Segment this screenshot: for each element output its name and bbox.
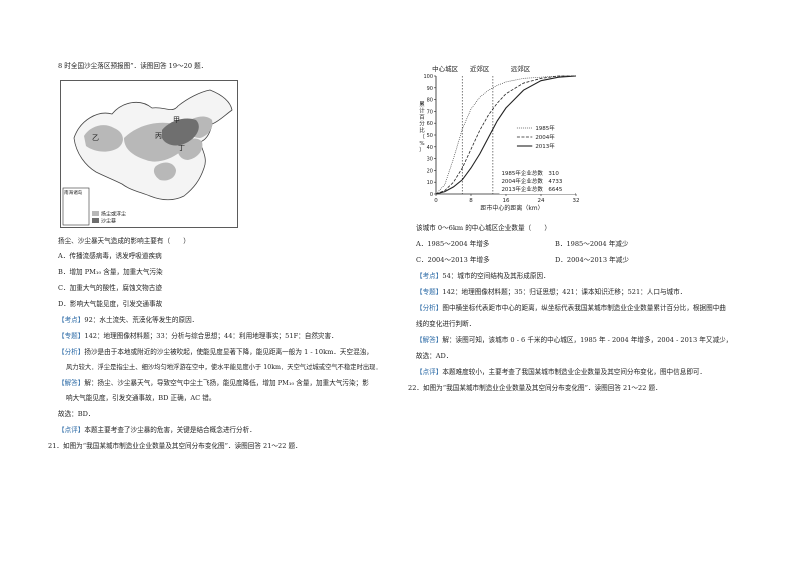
q19-zhuanti: 【专题】142：地理图像材料题；33：分析与综合思想；44：利用地理事实；51F… — [58, 332, 338, 341]
y-axis-label-char: 比 — [419, 126, 425, 134]
right-answer: 故选：AD． — [416, 352, 453, 360]
dianping-text: 本题主要考查了沙尘暴的危害，关键是结合概念进行分析． — [84, 426, 256, 434]
q-right-option-c: C．2004～2013 年增多 — [416, 256, 490, 264]
map-label-ding: 丁 — [178, 144, 185, 152]
zone-label: 中心城区 — [432, 64, 459, 73]
q19-option-d: D．影响大气能见度，引发交通事故 — [58, 300, 163, 308]
zone-label: 近郊区 — [470, 64, 490, 73]
y-tick-label: 60 — [427, 121, 433, 127]
series-line-2004年 — [435, 75, 576, 195]
q19-fenxi: 【分析】扬沙是由于本地或附近的沙尘被吹起，使能见度显著下降，能见距离一般为 1 … — [58, 348, 373, 357]
y-axis-label-char: 百 — [419, 114, 425, 121]
q-stem-right: 该城市 0～6km 的中心城区企业数量（ ） — [416, 224, 551, 232]
y-tick-label: 100 — [423, 74, 433, 80]
right-fenxi-line-1: 图中横坐标代表距市中心的距离，纵坐标代表我国某城市制造业企业数量累计百分比，根据… — [442, 304, 726, 312]
q19-fenxi-line-2: 风力较大．浮尘是指尘土、细沙均匀地浮游在空中，使水平能见度小于 10km．天空气… — [66, 364, 382, 371]
q19-option-b: B．增加 PM₁₀ 含量，加重大气污染 — [58, 268, 163, 276]
total-count: 2004年企业总数 4733 — [501, 177, 562, 185]
y-tick-label: 90 — [427, 86, 433, 92]
x-tick-label: 16 — [503, 198, 510, 204]
q19-answer: 故选：BD． — [58, 410, 95, 418]
right-dianping-text: 本题难度较小，主要考查了我国某城市制造业企业数量及其空间分布变化，图中信息即可． — [442, 368, 707, 376]
map-label-yi: 乙 — [92, 134, 99, 142]
china-dust-map: 甲 乙 丙 丁 南海诸岛 扬尘或浮尘 沙尘暴 — [60, 80, 238, 228]
right-jieda-tag: 【解答】 — [416, 336, 443, 344]
q-right-option-d: D．2004～2013 年减少 — [555, 256, 629, 264]
series-line-2013年 — [435, 75, 577, 195]
q19-jieda-line-2: 响大气能见度，引发交通事故，BD 正确，AC 错。 — [66, 394, 216, 402]
inset-label: 南海诸岛 — [64, 189, 83, 196]
map-label-bing: 丙 — [155, 132, 162, 140]
legend-swatch-sandstorm — [92, 218, 99, 223]
right-zhuanti-tag: 【专题】 — [416, 288, 443, 296]
fenxi-line-1: 扬沙是由于本地或附近的沙尘被吹起，使能见度显著下降，能见距离一般为 1 - 10… — [84, 348, 373, 356]
y-axis-label-char: 累 — [419, 101, 425, 108]
q22-stem: 22．如图为“我国某城市制造业企业数量及其空间分布变化图”．读图回答 21～22… — [408, 384, 662, 392]
right-kaodian-text: 54：城市的空间结构及其形成原因． — [442, 272, 550, 280]
right-fenxi-line-2: 线的变化进行判断． — [416, 320, 476, 328]
legend-sandstorm: 沙尘暴 — [101, 218, 116, 225]
x-tick-label: 32 — [573, 198, 580, 204]
y-axis-label-char: 计 — [419, 107, 425, 115]
dianping-tag: 【点评】 — [58, 426, 85, 434]
x-tick-label: 8 — [469, 198, 473, 204]
total-count: 1985年企业总数 310 — [501, 169, 559, 177]
legend-swatch-float-dust — [92, 211, 99, 216]
kaodian-text: 92：水土流失、荒漠化等发生的原因． — [84, 316, 199, 324]
q19-stem: 扬尘、沙尘暴天气造成的影响主要有（ ） — [58, 237, 190, 245]
intro-text: 8 时全国沙尘落区预报图”．读图回答 19～20 题． — [58, 62, 208, 70]
right-zhuanti-text: 142：地理图像材料题；35：归证思想；421：课本知识迁移；521：人口与城市… — [442, 288, 687, 296]
right-dianping: 【点评】本题难度较小，主要考查了我国某城市制造业企业数量及其空间分布变化，图中信… — [416, 368, 706, 377]
y-tick-label: 30 — [427, 157, 433, 163]
q21-stem: 21．如图为“我国某城市制造业企业数量及其空间分布变化图”．读图回答 21～22… — [48, 442, 302, 450]
legend-label: 1985年 — [535, 124, 555, 132]
x-tick-label: 24 — [538, 198, 545, 204]
x-axis-label: 距市中心的距离（km） — [480, 204, 543, 212]
y-tick-label: 70 — [427, 109, 433, 115]
y-axis-label-char: ） — [419, 147, 425, 154]
right-jieda-text: 解：读图可知，该城市 0 - 6 千米的中心城区，1985 年 - 2004 年… — [442, 336, 733, 344]
total-count: 2013年企业总数 6645 — [501, 185, 562, 193]
q-right-option-b: B．1985～2004 年减少 — [555, 240, 629, 248]
jieda-tag: 【解答】 — [58, 379, 85, 387]
q19-jieda: 【解答】解：扬尘、沙尘暴天气，导致空气中尘土飞扬，能见度降低，增加 PM₁₀ 含… — [58, 379, 369, 388]
right-jieda: 【解答】解：读图可知，该城市 0 - 6 千米的中心城区，1985 年 - 20… — [416, 336, 732, 345]
q-right-option-a: A．1985～2004 年增多 — [416, 240, 490, 248]
q19-kaodian: 【考点】92：水土流失、荒漠化等发生的原因． — [58, 316, 198, 325]
legend-label: 2004年 — [535, 133, 555, 141]
right-kaodian: 【考点】54：城市的空间结构及其形成原因． — [416, 272, 550, 281]
legend-float-dust: 扬尘或浮尘 — [101, 211, 126, 218]
jieda-line-1: 解：扬尘、沙尘暴天气，导致空气中尘土飞扬，能见度降低，增加 PM₁₀ 含量，加重… — [84, 379, 369, 387]
map-label-jia: 甲 — [173, 116, 180, 124]
y-tick-label: 80 — [427, 98, 433, 104]
legend-label: 2013年 — [535, 142, 555, 150]
y-tick-label: 10 — [427, 180, 433, 186]
q19-option-c: C．加重大气的酸性，腐蚀文物古迹 — [58, 284, 162, 292]
right-fenxi: 【分析】图中横坐标代表距市中心的距离，纵坐标代表我国某城市制造业企业数量累计百分… — [416, 304, 726, 313]
zhuanti-text: 142：地理图像材料题；33：分析与综合思想；44：利用地理事实；51F：自然灾… — [84, 332, 338, 340]
enterprise-chart: 0 10 20 30 40 50 60 70 80 90 100 0 8 16 24 32 累计百分比（%） 距市… — [408, 60, 590, 222]
right-dianping-tag: 【点评】 — [416, 368, 443, 376]
right-zhuanti: 【专题】142：地理图像材料题；35：归证思想；421：课本知识迁移；521：人… — [416, 288, 686, 297]
y-axis-label-char: （ — [419, 134, 425, 141]
fenxi-tag: 【分析】 — [58, 348, 85, 356]
kaodian-tag: 【考点】 — [58, 316, 85, 324]
y-tick-label: 50 — [427, 133, 433, 139]
y-axis-label-char: % — [419, 141, 424, 147]
y-tick-label: 0 — [430, 192, 433, 198]
x-tick-label: 0 — [434, 198, 438, 204]
zone-label: 远郊区 — [511, 64, 531, 73]
zhuanti-tag: 【专题】 — [58, 332, 85, 340]
right-fenxi-tag: 【分析】 — [416, 304, 443, 312]
y-tick-label: 20 — [427, 168, 433, 174]
y-axis-label-char: 分 — [419, 120, 425, 128]
q19-option-a: A．传播流感病毒，诱发呼吸道疾病 — [58, 252, 162, 260]
series-line-1985年 — [435, 75, 576, 195]
totals-box — [499, 168, 575, 195]
q19-dianping: 【点评】本题主要考查了沙尘暴的危害，关键是结合概念进行分析． — [58, 426, 256, 435]
y-tick-label: 40 — [427, 145, 433, 151]
right-kaodian-tag: 【考点】 — [416, 272, 443, 280]
